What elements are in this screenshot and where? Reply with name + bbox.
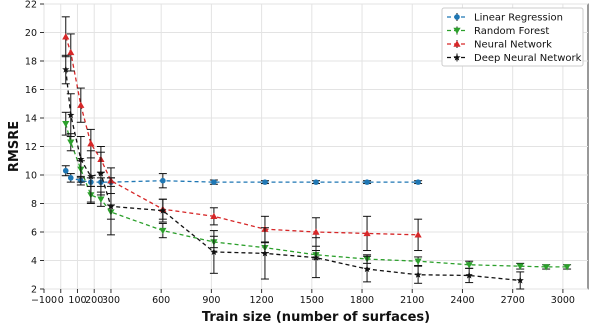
data-point <box>465 262 473 269</box>
y-axis: 2 4 6 8 10 12 14 16 18 20 22 <box>25 0 44 296</box>
data-point <box>363 229 371 237</box>
grid <box>43 3 588 290</box>
x-tick-label: 600 <box>152 295 170 306</box>
series-layer <box>61 16 572 290</box>
legend-label: Deep Neural Network <box>474 53 582 64</box>
x-tick-label: 100 <box>68 295 86 306</box>
y-tick-label: 18 <box>25 57 37 68</box>
y-tick-label: 6 <box>31 228 37 239</box>
data-point <box>454 14 460 20</box>
data-point <box>516 263 524 270</box>
y-tick-label: 22 <box>25 0 37 11</box>
y-axis-label: RMSRE <box>7 121 22 172</box>
legend: Linear Regression Random Forest Neural Net… <box>441 7 584 67</box>
x-tick-label: 200 <box>85 295 103 306</box>
data-point <box>210 212 218 220</box>
data-point <box>211 179 217 185</box>
x-tick-label: 1200 <box>250 295 274 306</box>
data-point <box>77 155 85 163</box>
data-point <box>67 139 75 146</box>
data-point <box>465 271 473 279</box>
data-point <box>210 248 218 256</box>
data-point <box>363 265 371 273</box>
data-point <box>67 175 74 181</box>
data-point <box>313 179 319 185</box>
legend-item: Neural Network <box>447 40 552 51</box>
series-line <box>65 69 521 282</box>
data-point <box>160 177 166 184</box>
legend-item: Linear Regression <box>447 13 563 24</box>
data-point <box>453 27 461 35</box>
data-point <box>262 179 268 185</box>
y-tick-label: 14 <box>25 114 37 125</box>
x-tick-label: 2100 <box>400 295 424 306</box>
data-point <box>159 206 167 214</box>
data-point <box>453 40 461 47</box>
data-point <box>62 65 70 73</box>
data-point <box>414 270 422 278</box>
legend-item: Random Forest <box>447 26 549 37</box>
legend-label: Linear Regression <box>474 13 563 24</box>
data-point <box>97 196 105 203</box>
x-tick-label: 3000 <box>551 295 575 306</box>
data-point <box>415 179 421 185</box>
data-point <box>453 53 461 61</box>
data-point <box>62 121 70 128</box>
legend-label: Neural Network <box>474 40 552 51</box>
data-point <box>364 179 370 185</box>
data-point <box>87 172 95 180</box>
x-tick-label: 1800 <box>350 295 374 306</box>
data-point <box>414 258 422 265</box>
data-point <box>62 33 70 40</box>
x-tick-label: 0 <box>58 295 64 306</box>
x-tick-label: 300 <box>102 295 120 306</box>
x-tick-label: 2700 <box>501 295 525 306</box>
x-axis-label: Train size (number of surfaces) <box>202 310 430 325</box>
data-point <box>159 227 167 235</box>
legend-label: Random Forest <box>474 26 549 37</box>
y-tick-label: 2 <box>31 285 37 296</box>
legend-item: Deep Neural Network <box>447 53 582 64</box>
y-tick-label: 4 <box>31 256 37 267</box>
y-tick-label: 10 <box>25 171 37 182</box>
data-point <box>62 167 69 174</box>
data-point <box>563 264 571 271</box>
y-tick-label: 20 <box>25 28 37 39</box>
data-point <box>312 228 320 235</box>
data-point <box>312 253 320 261</box>
data-point <box>67 111 75 119</box>
y-tick-label: 8 <box>31 199 37 210</box>
series-line <box>65 123 568 268</box>
x-tick-label: −100 <box>31 295 57 306</box>
data-point <box>97 169 105 177</box>
data-point <box>77 101 85 108</box>
data-point <box>261 249 269 257</box>
x-tick-label: 1500 <box>300 295 324 306</box>
y-tick-label: 12 <box>25 142 37 153</box>
data-point <box>67 48 75 56</box>
series-deep-neural-network <box>61 54 525 290</box>
data-point <box>516 276 524 284</box>
legend-box <box>441 7 584 67</box>
y-tick-label: 16 <box>25 85 37 96</box>
data-point <box>87 140 95 147</box>
data-point <box>542 264 550 271</box>
x-tick-label: 900 <box>202 295 220 306</box>
data-point <box>107 202 115 210</box>
data-point <box>414 231 422 238</box>
x-tick-label: 2400 <box>450 295 474 306</box>
